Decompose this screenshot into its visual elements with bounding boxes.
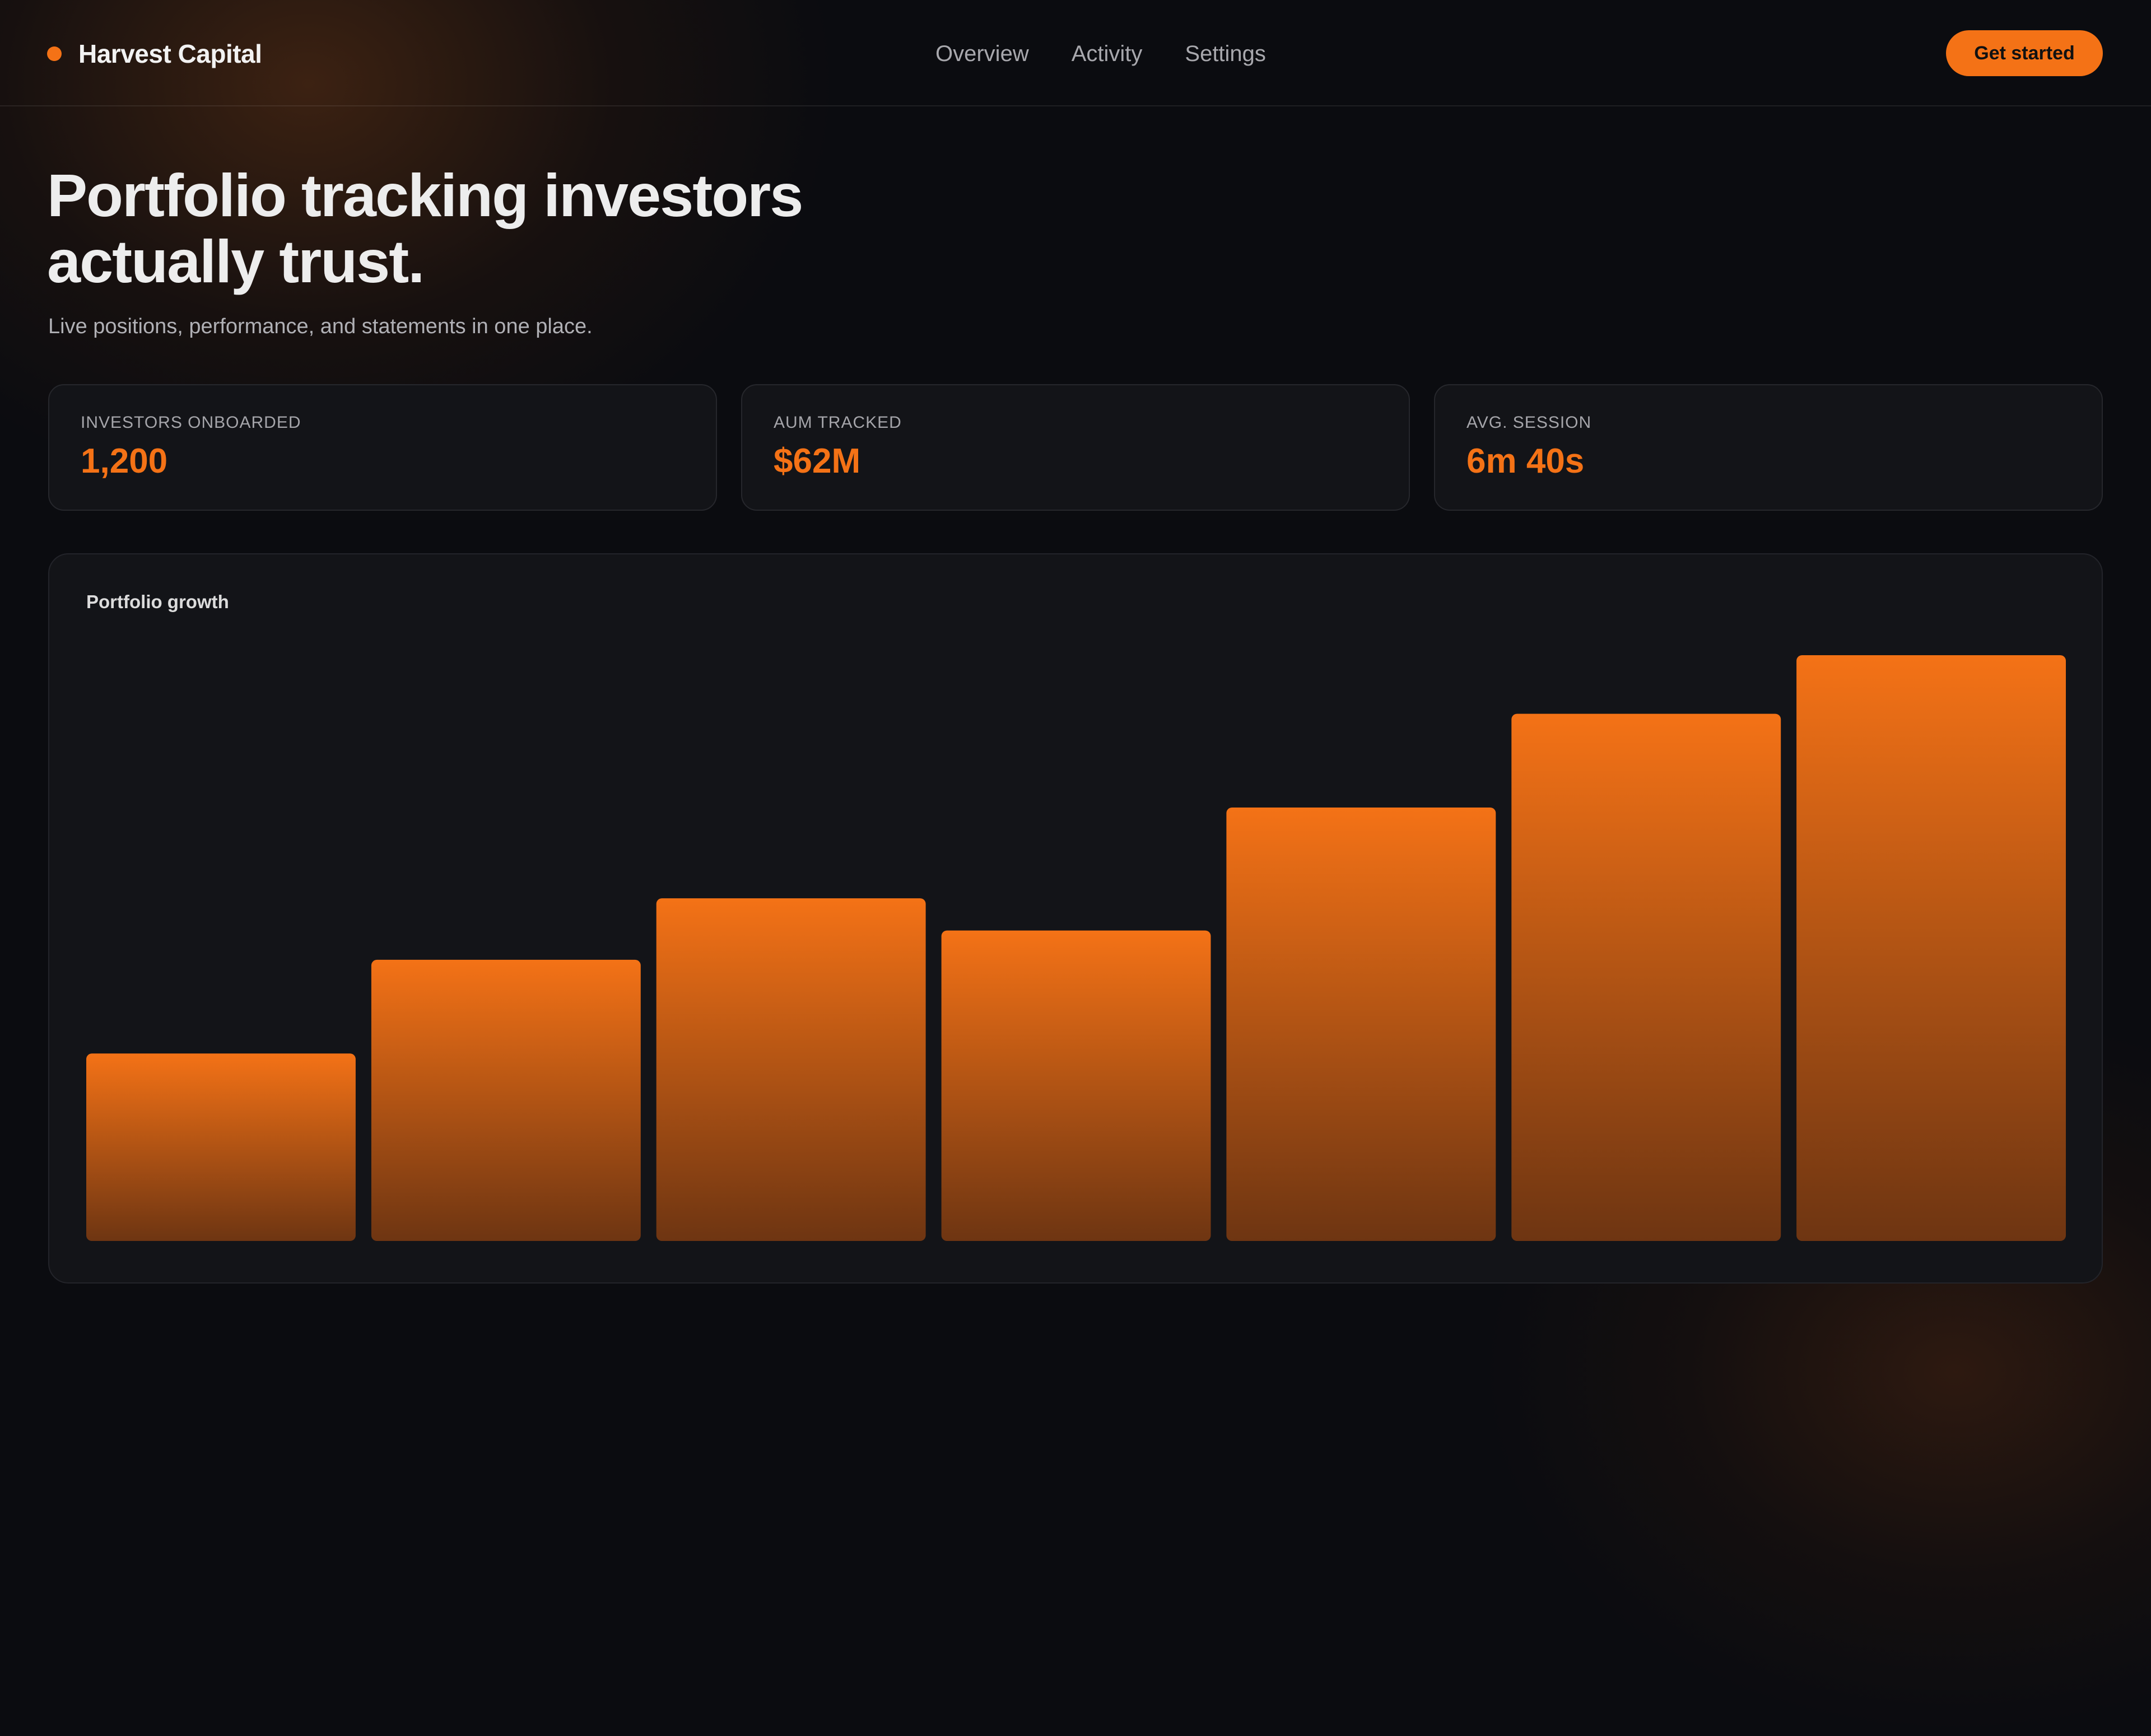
hero-subtitle: Live positions, performance, and stateme… (48, 315, 593, 338)
chart-bar-1 (86, 1053, 356, 1241)
hero-title-line-1: Portfolio tracking investors (47, 161, 803, 229)
stat-label: AVG. SESSION (1466, 413, 1592, 432)
get-started-button[interactable]: Get started (1946, 30, 2103, 76)
hero-title-line-2: actually trust. (47, 227, 425, 295)
chart-bar-6 (1511, 713, 1781, 1241)
top-nav-bar: Harvest Capital Overview Activity Settin… (0, 0, 2151, 106)
chart-bar-2 (371, 959, 641, 1241)
stat-card-session: AVG. SESSION 6m 40s (1434, 384, 2103, 511)
portfolio-growth-card: Portfolio growth (48, 553, 2103, 1284)
stat-label: AUM TRACKED (774, 413, 902, 432)
chart-bar-5 (1226, 808, 1496, 1241)
hero-title: Portfolio tracking investors actually tr… (47, 161, 803, 295)
chart-bar-4 (941, 930, 1211, 1241)
chart-bar-3 (656, 898, 926, 1241)
brand-dot-icon (47, 46, 62, 61)
stat-value: 6m 40s (1466, 442, 1585, 480)
nav-item-settings[interactable]: Settings (1185, 41, 1266, 66)
stat-card-investors: INVESTORS ONBOARDED 1,200 (48, 384, 717, 511)
stat-card-aum: AUM TRACKED $62M (741, 384, 1410, 511)
stat-value: 1,200 (81, 442, 168, 480)
portfolio-growth-chart (86, 655, 2066, 1241)
stat-value: $62M (774, 442, 861, 480)
brand[interactable]: Harvest Capital (47, 37, 262, 71)
stat-label: INVESTORS ONBOARDED (81, 413, 301, 432)
brand-name: Harvest Capital (78, 39, 262, 68)
chart-bar-7 (1796, 655, 2066, 1241)
nav-item-overview[interactable]: Overview (935, 41, 1029, 66)
nav-item-activity[interactable]: Activity (1071, 41, 1143, 66)
main-nav: Overview Activity Settings (935, 37, 1309, 71)
chart-title: Portfolio growth (86, 591, 229, 612)
